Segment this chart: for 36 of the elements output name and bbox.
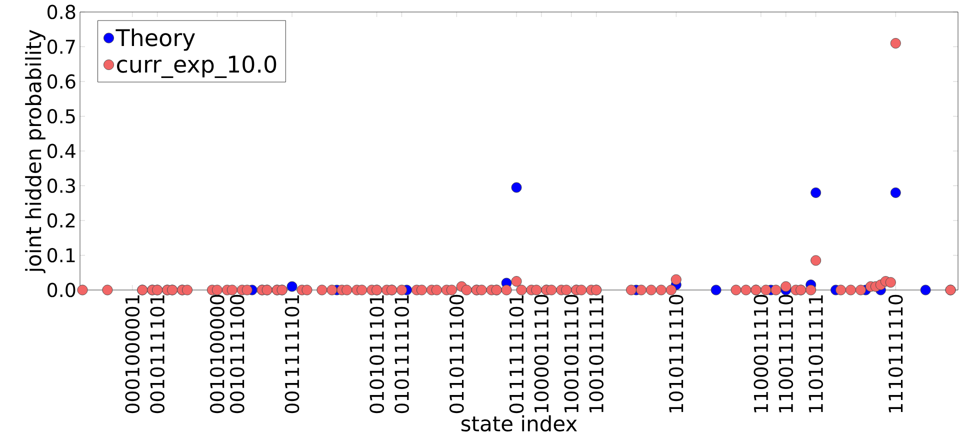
x-tick-label: 0010111101: [150, 295, 165, 414]
y-tick-label: 0.4: [48, 144, 76, 158]
point: [710, 284, 722, 296]
x-tick-label: 0101111101: [394, 295, 409, 414]
x-tick-label: 0010111100: [230, 294, 244, 414]
legend-label: Theory: [116, 28, 195, 51]
x-tick-label: 1100011110: [754, 294, 768, 412]
point: [810, 187, 822, 198]
y-tick-label: 0.5: [48, 109, 75, 124]
legend-label: curr_exp_10.0: [117, 55, 276, 78]
y-tick-label: 0.3: [48, 178, 75, 193]
x-tick-label: 0111111101: [509, 295, 524, 414]
y-tick-label: 0.2: [48, 213, 75, 228]
x-tick-label: 0110111100: [449, 294, 464, 414]
y-tick-label: 0.1: [48, 248, 75, 262]
x-tick-label: 1110111110: [888, 294, 903, 412]
x-tick-label: 1100111110: [778, 294, 794, 412]
point: [920, 284, 931, 296]
x-tick-label: 1001011110: [564, 294, 579, 412]
point: [511, 182, 522, 193]
x-tick-label: 1010111110: [668, 294, 684, 412]
point: [286, 281, 298, 292]
point: [890, 187, 901, 198]
y-tick-label: 0.0: [48, 282, 76, 298]
y-tick-label: 0.7: [48, 40, 75, 54]
y-tick-label: 0.8: [48, 4, 76, 20]
x-tick-label: 1000011110: [534, 294, 549, 412]
x-tick-label: 1001011111: [589, 295, 604, 412]
y-axis-title: joint hidden probability: [25, 30, 46, 274]
y-tick-label: 0.6: [48, 74, 76, 89]
x-tick-label: 0011111101: [284, 295, 300, 414]
x-tick-label: 1101011111: [808, 295, 824, 412]
x-axis-title: state index: [461, 415, 577, 432]
x-tick-label: 0010100000: [210, 294, 224, 414]
x-tick-label: 0001000001: [125, 295, 140, 414]
x-tick-label: 0101011101: [370, 295, 384, 414]
